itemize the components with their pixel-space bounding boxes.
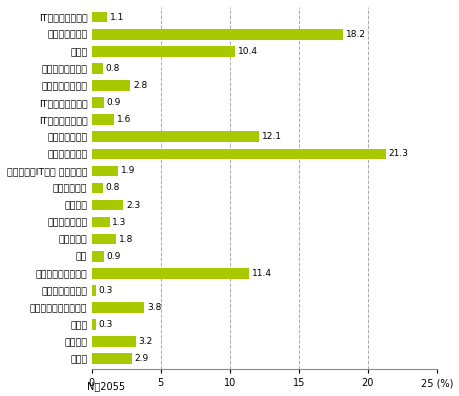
Bar [91,12,106,23]
Bar [91,285,95,296]
Text: 1.9: 1.9 [120,166,134,175]
Text: 0.3: 0.3 [98,286,112,295]
Text: 11.4: 11.4 [251,269,271,278]
Text: 2.8: 2.8 [133,81,147,90]
Bar [91,302,144,313]
Text: 2.9: 2.9 [134,354,148,363]
Bar [91,63,102,74]
Text: 3.8: 3.8 [146,303,161,312]
Text: 3.2: 3.2 [138,337,152,346]
Bar [91,336,135,347]
Bar [91,46,235,57]
Bar [91,268,248,279]
Text: 2.3: 2.3 [126,200,140,209]
Bar [91,97,104,108]
Text: 0.8: 0.8 [105,64,119,73]
Bar [91,114,113,125]
Text: 1.3: 1.3 [112,218,126,227]
Bar [91,29,342,40]
Text: 0.3: 0.3 [98,320,112,329]
Text: 21.3: 21.3 [388,149,408,158]
Bar [91,183,102,193]
Bar [91,217,109,227]
Text: 1.1: 1.1 [109,13,123,22]
Text: 0.9: 0.9 [106,98,121,107]
Bar [91,234,116,244]
Text: 12.1: 12.1 [261,132,281,141]
Text: 1.8: 1.8 [119,235,133,244]
Text: 0.8: 0.8 [105,183,119,192]
Text: 1.6: 1.6 [116,115,130,124]
Bar [91,200,123,210]
Text: N＝2055: N＝2055 [87,381,125,391]
Bar [91,166,118,176]
Bar [91,131,258,142]
Bar [91,251,104,262]
Text: 18.2: 18.2 [345,30,365,39]
Text: 0.9: 0.9 [106,252,121,261]
Bar [91,354,131,364]
Text: 10.4: 10.4 [237,47,257,56]
Bar [91,148,385,159]
Bar [91,80,130,91]
Bar [91,319,95,330]
